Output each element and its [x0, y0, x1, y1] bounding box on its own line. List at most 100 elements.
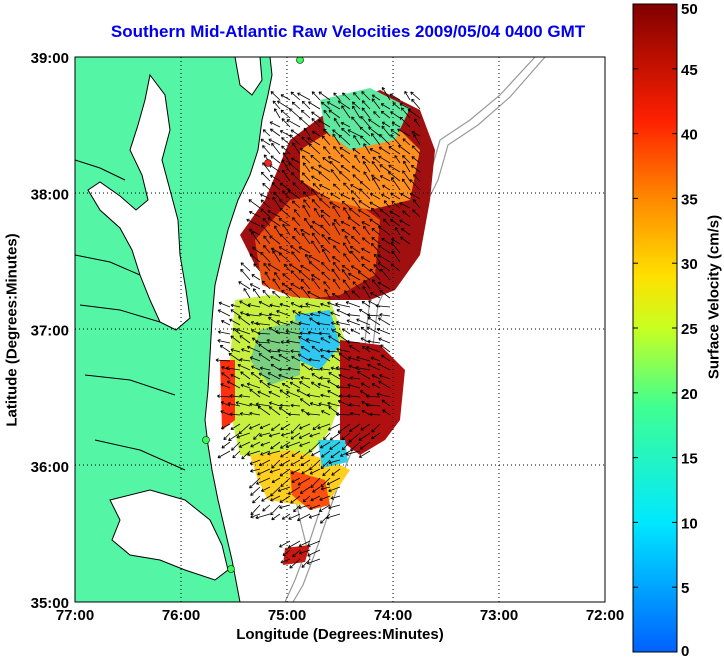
velocity-arrow	[411, 145, 421, 155]
velocity-arrow	[390, 241, 401, 254]
velocity-arrow	[332, 256, 341, 263]
velocity-arrow	[298, 336, 311, 344]
station-marker	[264, 159, 272, 167]
velocity-arrow	[255, 321, 271, 326]
velocity-arrow	[328, 406, 341, 416]
velocity-arrow	[361, 221, 371, 227]
velocity-arrow	[297, 353, 311, 362]
velocity-arrow	[351, 235, 361, 245]
velocity-arrow	[290, 245, 301, 254]
velocity-arrow	[289, 108, 301, 119]
velocity-arrow	[261, 280, 271, 290]
velocity-arrow	[379, 175, 391, 182]
velocity-arrow	[371, 432, 381, 440]
velocity-arrow	[378, 155, 391, 164]
velocity-arrow	[228, 352, 241, 362]
axes-frame	[74, 56, 606, 603]
velocity-arrow	[353, 135, 361, 146]
velocity-arrow	[290, 91, 301, 101]
velocity-arrow	[400, 107, 411, 119]
velocity-arrow	[250, 468, 261, 473]
velocity-arrow	[270, 441, 281, 450]
velocity-arrow	[268, 390, 281, 398]
velocity-arrow	[323, 281, 331, 290]
velocity-arrow	[348, 272, 361, 281]
velocity-arrow	[300, 278, 311, 290]
velocity-arrow	[332, 261, 341, 272]
velocity-arrow	[220, 383, 231, 389]
velocity-arrow	[298, 270, 311, 281]
velocity-arrow	[281, 137, 291, 146]
velocity-arrow	[268, 349, 281, 353]
velocity-arrow	[402, 155, 411, 164]
velocity-arrow	[258, 353, 271, 362]
velocity-arrow	[358, 432, 371, 441]
velocity-arrow	[318, 171, 331, 182]
velocity-arrow	[258, 300, 271, 308]
x-axis-label: Longitude (Degrees:Minutes)	[236, 626, 444, 643]
velocity-arrow	[371, 160, 381, 173]
velocity-arrow	[411, 98, 421, 110]
velocity-arrow	[270, 247, 281, 254]
velocity-arrow	[279, 207, 291, 218]
velocity-arrow	[252, 246, 261, 254]
velocity-arrow	[250, 504, 261, 516]
velocity-arrow	[293, 209, 301, 218]
velocity-arrow	[229, 412, 241, 417]
velocity-arrow	[381, 87, 391, 101]
x-tick-label: 72:00	[586, 607, 624, 624]
velocity-arrow	[320, 477, 331, 488]
velocity-arrow	[311, 118, 321, 128]
colorbar-tick-label: 20	[681, 386, 698, 403]
velocity-arrow	[262, 289, 271, 299]
velocity-arrow	[279, 403, 291, 408]
velocity-arrow	[299, 304, 311, 309]
colorbar-tick-label: 35	[681, 191, 698, 208]
velocity-arrow	[230, 309, 241, 317]
velocity-arrow	[372, 156, 381, 164]
velocity-arrow	[328, 459, 341, 465]
velocity-arrow	[310, 477, 321, 489]
velocity-arrow	[318, 91, 331, 101]
colorbar-tick-label: 50	[681, 1, 698, 18]
velocity-arrow	[226, 380, 241, 389]
x-tick-labels: 77:00 76:00 75:00 74:00 73:00 72:00	[56, 607, 624, 624]
velocity-arrow	[245, 312, 261, 317]
velocity-arrow	[269, 468, 281, 474]
velocity-arrow	[361, 237, 371, 245]
velocity-arrow	[270, 91, 281, 101]
velocity-arrow	[399, 116, 411, 128]
velocity-arrow	[300, 459, 311, 466]
velocity-arrow	[220, 410, 231, 416]
velocity-arrow	[399, 219, 411, 227]
velocity-arrow	[279, 389, 291, 398]
velocity-arrow	[371, 237, 381, 245]
velocity-arrow	[291, 200, 301, 209]
velocity-arrow	[290, 349, 301, 354]
velocity-arrow	[377, 254, 391, 263]
velocity-arrow	[321, 450, 331, 458]
velocity-arrow	[369, 268, 381, 281]
velocity-arrow	[267, 210, 281, 218]
velocity-arrow	[319, 495, 331, 501]
velocity-arrow	[341, 200, 351, 209]
velocity-arrow	[279, 504, 291, 510]
velocity-field	[220, 88, 435, 565]
velocity-arrow	[272, 100, 281, 110]
velocity-arrow	[380, 344, 391, 353]
velocity-arrow	[377, 317, 391, 326]
velocity-arrow	[220, 423, 231, 430]
velocity-arrow	[351, 197, 361, 209]
velocity-arrow	[371, 374, 381, 380]
chesapeake-bay	[87, 73, 191, 331]
velocity-arrow	[394, 155, 401, 164]
velocity-arrow	[263, 262, 271, 272]
velocity-arrow	[301, 232, 311, 245]
velocity-arrow	[402, 138, 411, 146]
velocity-arrow	[344, 235, 351, 245]
velocity-arrow	[260, 171, 271, 182]
velocity-arrow	[358, 200, 371, 209]
velocity-arrow	[311, 188, 321, 200]
velocity-arrow	[360, 256, 371, 263]
land-mass	[75, 57, 273, 602]
